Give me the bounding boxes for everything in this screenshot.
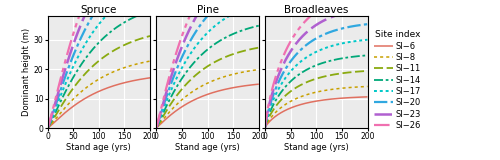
Y-axis label: Dominant height (m): Dominant height (m) bbox=[22, 28, 31, 116]
Title: Pine: Pine bbox=[196, 5, 218, 15]
X-axis label: Stand age (yrs): Stand age (yrs) bbox=[284, 143, 348, 152]
X-axis label: Stand age (yrs): Stand age (yrs) bbox=[66, 143, 131, 152]
Title: Broadleaves: Broadleaves bbox=[284, 5, 348, 15]
X-axis label: Stand age (yrs): Stand age (yrs) bbox=[175, 143, 240, 152]
Legend: SI−6, SI−8, SI−11, SI−14, SI−17, SI−20, SI−23, SI−26: SI−6, SI−8, SI−11, SI−14, SI−17, SI−20, … bbox=[374, 30, 421, 130]
Title: Spruce: Spruce bbox=[80, 5, 117, 15]
